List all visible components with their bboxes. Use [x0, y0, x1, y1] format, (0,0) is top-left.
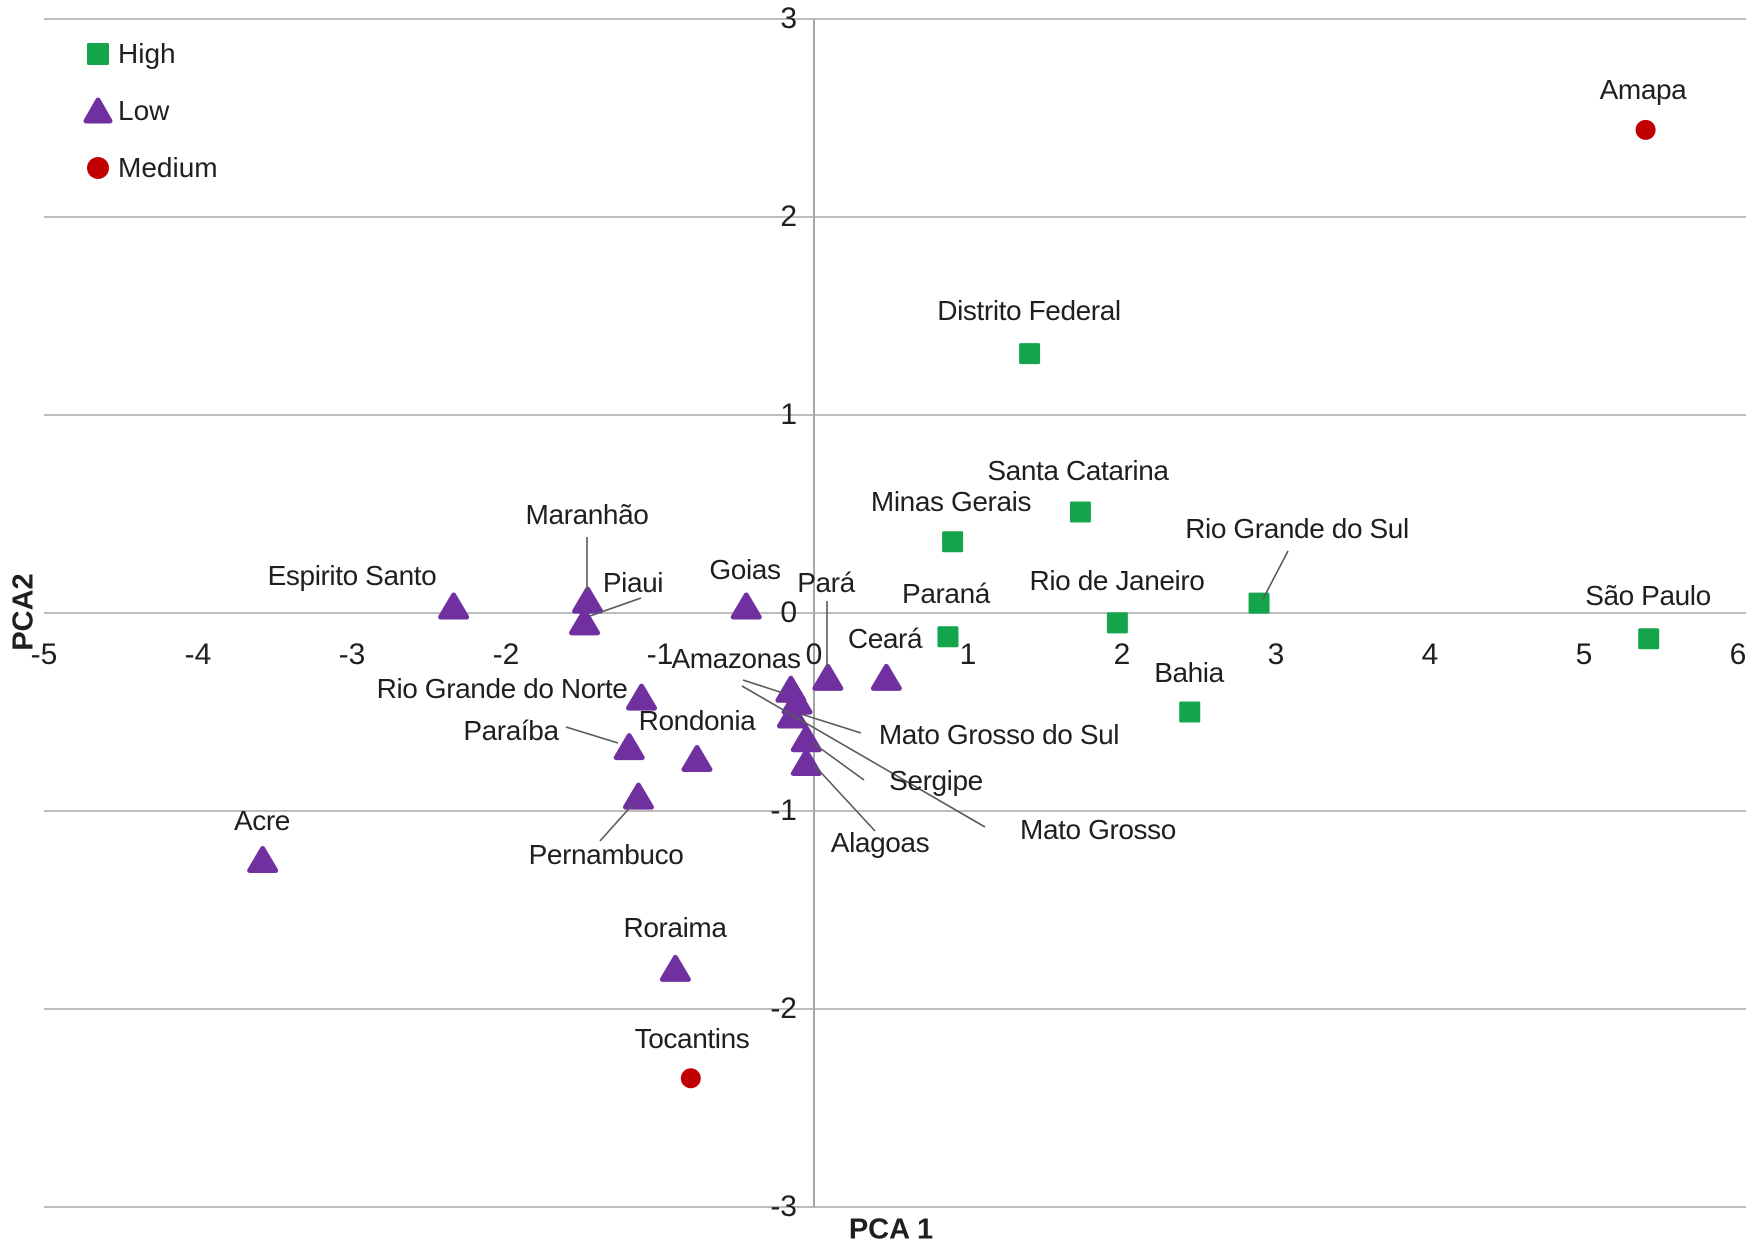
- data-point-rio-de-janeiro[interactable]: [1106, 612, 1128, 634]
- legend-label-high: High: [118, 38, 176, 69]
- point-label-acre: Acre: [234, 805, 290, 836]
- x-tick-label--3: -3: [338, 638, 366, 671]
- data-point-roraima[interactable]: [659, 954, 691, 982]
- x-tick-label-6: 6: [1729, 638, 1747, 671]
- data-point-alagoas[interactable]: [790, 748, 822, 776]
- point-label-maranhao: Maranhão: [525, 499, 649, 530]
- data-point-tocantins[interactable]: [680, 1068, 701, 1089]
- leader-line-piaui: [589, 597, 642, 617]
- data-point-para[interactable]: [812, 663, 844, 691]
- data-point-parana[interactable]: [937, 626, 959, 648]
- data-point-rio-grande-do-sul[interactable]: [1248, 592, 1270, 614]
- leader-line-alagoas: [813, 764, 876, 832]
- point-label-para: Pará: [797, 567, 855, 598]
- y-tick-label-0: 0: [780, 596, 797, 629]
- legend-item-low[interactable]: Low: [80, 93, 218, 129]
- x-tick-label--5: -5: [30, 638, 58, 671]
- point-label-alagoas: Alagoas: [830, 827, 930, 858]
- leader-line-paraiba: [565, 726, 619, 744]
- point-label-tocantins: Tocantins: [634, 1023, 750, 1054]
- data-point-acre[interactable]: [247, 846, 279, 873]
- leader-line-amazonas: [742, 679, 784, 694]
- data-point-sao-paulo[interactable]: [1638, 628, 1660, 650]
- data-point-pernambuco[interactable]: [622, 782, 654, 810]
- high-square-icon: [80, 36, 116, 72]
- legend-label-low: Low: [118, 95, 170, 126]
- point-label-mato-grosso-do-sul: Mato Grosso do Sul: [878, 719, 1120, 750]
- x-tick-label-2: 2: [1113, 638, 1131, 671]
- y-axis-title: PCA2: [7, 573, 40, 651]
- point-label-santa-catarina: Santa Catarina: [987, 455, 1169, 486]
- point-label-distrito-federal: Distrito Federal: [937, 295, 1121, 326]
- legend-label-medium: Medium: [118, 152, 218, 183]
- point-label-piaui: Piaui: [602, 567, 664, 598]
- x-tick-label-4: 4: [1421, 638, 1439, 671]
- x-tick-label-1: 1: [959, 638, 977, 671]
- point-label-paraiba: Paraíba: [463, 715, 559, 746]
- x-tick-label--2: -2: [492, 638, 520, 671]
- point-label-rio-de-janeiro: Rio de Janeiro: [1029, 565, 1205, 596]
- y-tick-label--1: -1: [770, 794, 797, 827]
- leader-line-pernambuco: [599, 802, 635, 842]
- y-tick-label--3: -3: [770, 1190, 797, 1223]
- y-tick-label-1: 1: [780, 398, 797, 431]
- point-label-minas-gerais: Minas Gerais: [870, 486, 1032, 517]
- data-point-paraiba[interactable]: [613, 733, 645, 761]
- y-tick-label--2: -2: [770, 992, 797, 1025]
- point-label-bahia: Bahia: [1154, 657, 1224, 688]
- point-label-pernambuco: Pernambuco: [528, 839, 684, 870]
- x-tick-label--4: -4: [184, 638, 212, 671]
- data-point-amapa[interactable]: [1635, 119, 1656, 140]
- point-label-ceara: Ceará: [847, 623, 923, 654]
- point-label-mato-grosso: Mato Grosso: [1020, 814, 1176, 845]
- leader-line-mato-grosso-do-sul: [800, 713, 862, 734]
- point-label-rio-grande-do-sul: Rio Grande do Sul: [1185, 513, 1409, 544]
- data-point-minas-gerais[interactable]: [942, 531, 964, 553]
- point-label-espirito-santo: Espirito Santo: [267, 560, 437, 591]
- legend-item-high[interactable]: High: [80, 36, 218, 72]
- point-label-rondonia: Rondonia: [638, 705, 756, 736]
- x-tick-label-3: 3: [1267, 638, 1285, 671]
- data-point-maranhao[interactable]: [572, 586, 604, 614]
- y-tick-label-3: 3: [780, 2, 797, 35]
- x-tick-label-0: 0: [805, 638, 823, 671]
- low-triangle-icon: [80, 93, 116, 129]
- data-point-piaui[interactable]: [569, 608, 601, 636]
- leader-line-mato-grosso: [741, 685, 986, 828]
- x-tick-label-5: 5: [1575, 638, 1593, 671]
- point-label-amazonas: Amazonas: [671, 643, 801, 674]
- point-label-sao-paulo: São Paulo: [1585, 580, 1711, 611]
- data-point-sergipe[interactable]: [790, 725, 822, 753]
- legend: High Low Medium: [80, 36, 218, 207]
- data-point-santa-catarina[interactable]: [1069, 501, 1091, 523]
- data-point-ceara[interactable]: [870, 663, 902, 691]
- point-label-parana: Paraná: [902, 578, 990, 609]
- medium-circle-icon: [80, 150, 116, 186]
- data-point-espirito-santo[interactable]: [438, 592, 470, 620]
- data-point-bahia[interactable]: [1179, 701, 1201, 723]
- y-tick-label-2: 2: [780, 200, 797, 233]
- point-label-goias: Goias: [709, 554, 781, 585]
- point-label-sergipe: Sergipe: [889, 765, 983, 796]
- data-point-rondonia[interactable]: [681, 745, 713, 773]
- x-tick-label--1: -1: [646, 638, 674, 671]
- point-label-roraima: Roraima: [623, 912, 727, 943]
- point-label-rio-grande-do-norte: Rio Grande do Norte: [376, 673, 628, 704]
- leader-line-rio-grande-do-sul: [1262, 550, 1289, 600]
- legend-item-medium[interactable]: Medium: [80, 150, 218, 186]
- point-label-amapa: Amapa: [1599, 74, 1687, 105]
- x-axis-title: PCA 1: [848, 1213, 934, 1246]
- data-point-rio-grande-do-norte[interactable]: [626, 683, 658, 711]
- leader-line-sergipe: [812, 742, 865, 781]
- data-point-goias[interactable]: [730, 592, 762, 620]
- data-point-distrito-federal[interactable]: [1019, 343, 1041, 365]
